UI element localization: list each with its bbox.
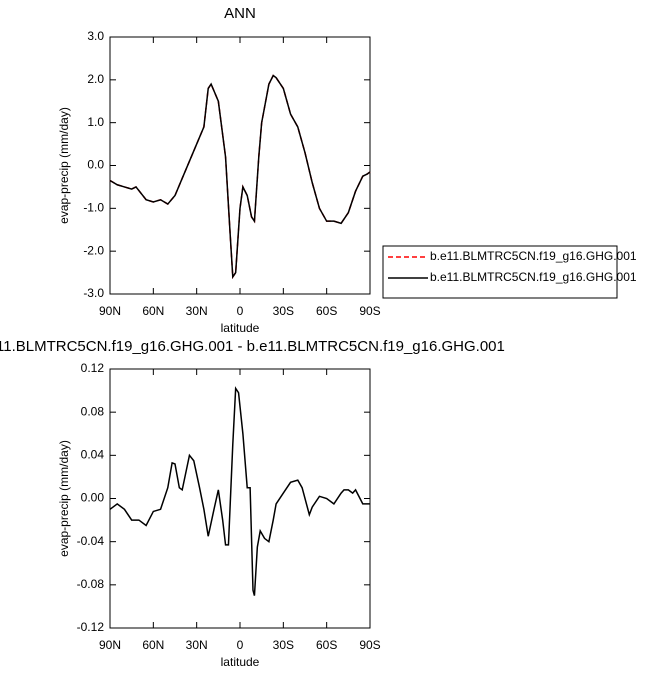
y-axis-label: evap-precip (mm/day)	[57, 107, 71, 224]
y-tick-label: -3.0	[83, 286, 104, 300]
legend-label: b.e11.BLMTRC5CN.f19_g16.GHG.001	[430, 249, 637, 263]
x-tick-label: 90N	[99, 304, 121, 318]
y-tick-label: 0.12	[81, 361, 105, 375]
y-tick-label: -2.0	[83, 243, 104, 257]
y-axis-label: evap-precip (mm/day)	[57, 440, 71, 557]
y-tick-label: 0.0	[87, 158, 104, 172]
x-tick-label: 60S	[316, 304, 337, 318]
plot-frame	[109, 36, 371, 295]
x-axis-label: latitude	[221, 655, 260, 669]
data-line	[109, 74, 371, 280]
data-line	[109, 386, 370, 596]
legend-box	[382, 245, 618, 299]
x-tick-label: 60N	[142, 638, 164, 652]
y-tick-label: 0.04	[81, 448, 105, 462]
x-tick-label: 30N	[186, 638, 208, 652]
legend-label: b.e11.BLMTRC5CN.f19_g16.GHG.001	[430, 270, 637, 284]
chart-title: b.e11.BLMTRC5CN.f19_g16.GHG.001 - b.e11.…	[0, 338, 505, 355]
chart-title: ANN	[224, 5, 256, 22]
y-tick-label: 1.0	[87, 115, 104, 129]
y-tick-label: 3.0	[87, 29, 104, 43]
x-tick-label: 0	[237, 304, 244, 318]
x-tick-label: 90S	[359, 638, 380, 652]
y-tick-label: 0.08	[81, 404, 105, 418]
x-axis-label: latitude	[221, 321, 260, 335]
y-tick-label: 0.00	[81, 491, 105, 505]
x-tick-label: 30S	[273, 304, 294, 318]
data-line	[109, 74, 371, 280]
y-tick-label: -1.0	[83, 201, 104, 215]
y-tick-label: -0.08	[77, 577, 105, 591]
x-tick-label: 30S	[273, 638, 294, 652]
x-tick-label: 60N	[142, 304, 164, 318]
x-tick-label: 90N	[99, 638, 121, 652]
y-tick-label: 2.0	[87, 72, 104, 86]
x-tick-label: 0	[237, 638, 244, 652]
x-tick-label: 30N	[186, 304, 208, 318]
x-tick-label: 90S	[359, 304, 380, 318]
y-tick-label: -0.04	[77, 534, 105, 548]
x-tick-label: 60S	[316, 638, 337, 652]
y-tick-label: -0.12	[77, 620, 105, 634]
